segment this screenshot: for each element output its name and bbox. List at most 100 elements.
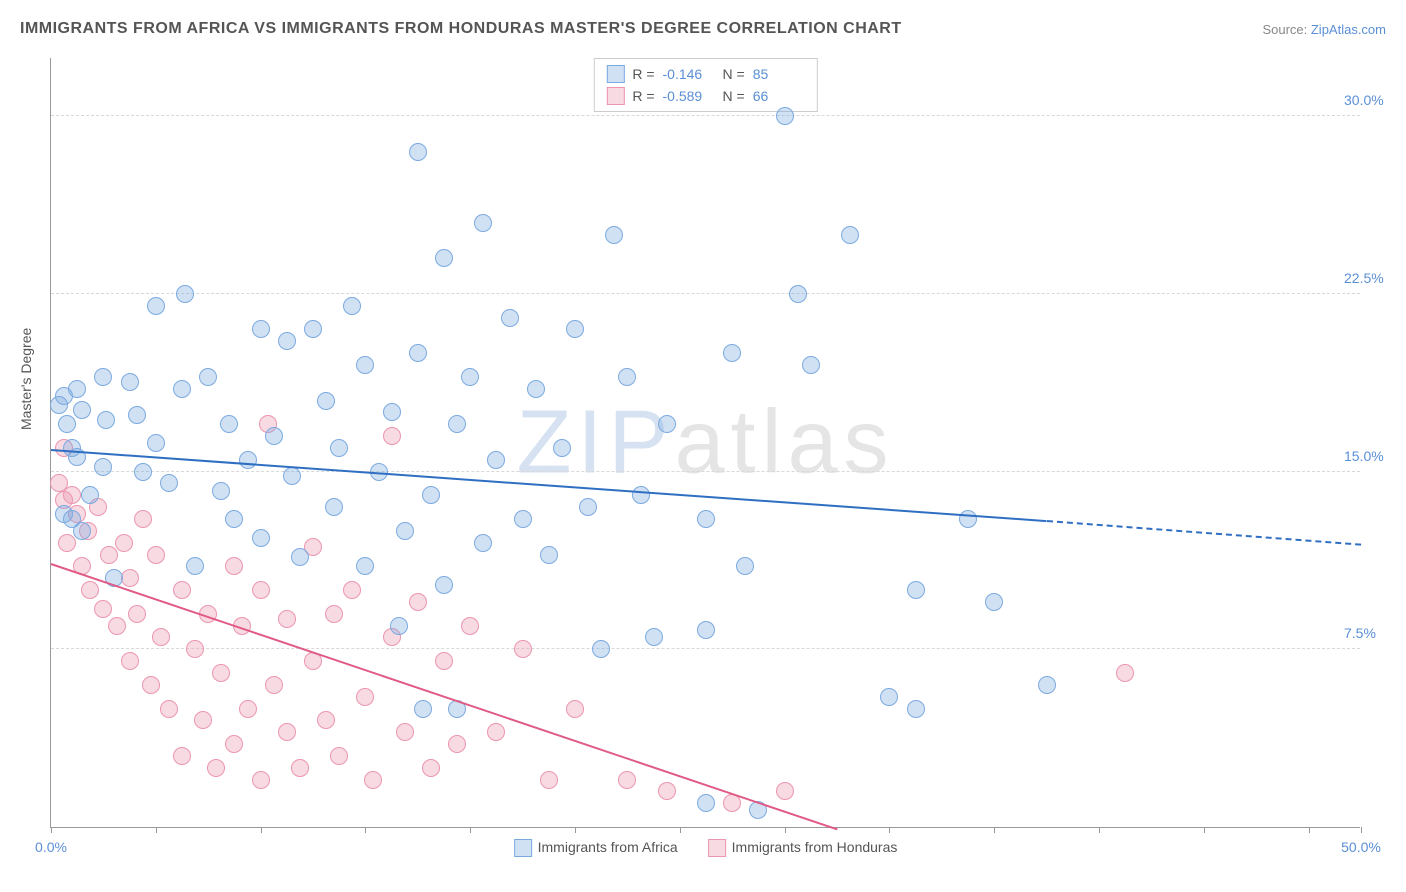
source-citation: Source: ZipAtlas.com <box>1262 22 1386 37</box>
x-tick-mark <box>1204 827 1205 833</box>
source-label: Source: <box>1262 22 1310 37</box>
legend-item-africa: Immigrants from Africa <box>514 839 678 857</box>
r-value: -0.146 <box>663 66 715 82</box>
scatter-point-honduras <box>134 510 152 528</box>
scatter-point-honduras <box>94 600 112 618</box>
gridline <box>51 648 1360 649</box>
scatter-point-honduras <box>58 534 76 552</box>
scatter-point-africa <box>212 482 230 500</box>
scatter-point-africa <box>220 415 238 433</box>
legend-row-honduras: R = -0.589 N = 66 <box>606 85 804 107</box>
scatter-point-africa <box>147 434 165 452</box>
r-value: -0.589 <box>663 88 715 104</box>
scatter-point-honduras <box>225 735 243 753</box>
scatter-point-africa <box>252 529 270 547</box>
scatter-point-africa <box>697 510 715 528</box>
n-label: N = <box>723 66 745 82</box>
scatter-point-africa <box>461 368 479 386</box>
scatter-point-honduras <box>461 617 479 635</box>
scatter-point-africa <box>553 439 571 457</box>
scatter-point-honduras <box>435 652 453 670</box>
scatter-point-honduras <box>63 486 81 504</box>
x-tick-mark <box>51 827 52 833</box>
scatter-point-africa <box>94 458 112 476</box>
watermark: ZIPatlas <box>516 391 894 494</box>
legend-label-honduras: Immigrants from Honduras <box>732 839 898 855</box>
scatter-point-africa <box>632 486 650 504</box>
scatter-point-africa <box>252 320 270 338</box>
scatter-point-honduras <box>100 546 118 564</box>
scatter-point-honduras <box>225 557 243 575</box>
scatter-point-africa <box>147 297 165 315</box>
scatter-point-africa <box>186 557 204 575</box>
scatter-point-honduras <box>194 711 212 729</box>
scatter-point-africa <box>697 621 715 639</box>
scatter-point-africa <box>474 214 492 232</box>
scatter-point-africa <box>291 548 309 566</box>
scatter-point-africa <box>907 581 925 599</box>
scatter-point-honduras <box>252 771 270 789</box>
trendline-africa-extrap <box>1047 520 1362 546</box>
scatter-point-honduras <box>514 640 532 658</box>
scatter-point-africa <box>645 628 663 646</box>
scatter-point-africa <box>422 486 440 504</box>
scatter-point-africa <box>487 451 505 469</box>
scatter-point-africa <box>435 249 453 267</box>
gridline <box>51 115 1360 116</box>
scatter-point-africa <box>304 320 322 338</box>
scatter-point-honduras <box>152 628 170 646</box>
scatter-point-africa <box>160 474 178 492</box>
n-value: 66 <box>753 88 805 104</box>
scatter-point-honduras <box>173 581 191 599</box>
scatter-point-honduras <box>147 546 165 564</box>
x-tick-mark <box>680 827 681 833</box>
scatter-point-africa <box>283 467 301 485</box>
scatter-point-africa <box>959 510 977 528</box>
legend-swatch-honduras <box>606 87 624 105</box>
scatter-point-honduras <box>121 569 139 587</box>
scatter-point-africa <box>390 617 408 635</box>
scatter-point-africa <box>409 344 427 362</box>
scatter-point-africa <box>409 143 427 161</box>
scatter-point-honduras <box>422 759 440 777</box>
x-tick-label: 0.0% <box>35 839 67 855</box>
trendline-africa <box>51 449 1047 522</box>
x-tick-mark <box>994 827 995 833</box>
scatter-point-africa <box>474 534 492 552</box>
scatter-point-africa <box>448 415 466 433</box>
scatter-point-africa <box>55 505 73 523</box>
scatter-point-africa <box>789 285 807 303</box>
scatter-point-africa <box>265 427 283 445</box>
x-tick-mark <box>1361 827 1362 833</box>
scatter-point-honduras <box>487 723 505 741</box>
scatter-point-honduras <box>776 782 794 800</box>
scatter-point-africa <box>605 226 623 244</box>
scatter-point-africa <box>239 451 257 469</box>
scatter-point-africa <box>985 593 1003 611</box>
scatter-point-africa <box>723 344 741 362</box>
scatter-point-honduras <box>81 581 99 599</box>
source-link[interactable]: ZipAtlas.com <box>1311 22 1386 37</box>
scatter-point-africa <box>880 688 898 706</box>
scatter-point-africa <box>199 368 217 386</box>
scatter-point-honduras <box>330 747 348 765</box>
scatter-point-honduras <box>186 640 204 658</box>
scatter-point-africa <box>128 406 146 424</box>
scatter-point-africa <box>121 373 139 391</box>
scatter-point-africa <box>396 522 414 540</box>
scatter-point-honduras <box>448 735 466 753</box>
x-tick-mark <box>1309 827 1310 833</box>
scatter-point-africa <box>540 546 558 564</box>
scatter-point-africa <box>527 380 545 398</box>
scatter-point-honduras <box>356 688 374 706</box>
scatter-point-africa <box>566 320 584 338</box>
scatter-point-honduras <box>364 771 382 789</box>
legend-swatch-africa <box>514 839 532 857</box>
scatter-point-africa <box>501 309 519 327</box>
scatter-point-africa <box>330 439 348 457</box>
legend-label-africa: Immigrants from Africa <box>538 839 678 855</box>
scatter-point-africa <box>414 700 432 718</box>
y-tick-label: 15.0% <box>1344 448 1404 464</box>
scatter-point-africa <box>94 368 112 386</box>
scatter-point-africa <box>343 297 361 315</box>
